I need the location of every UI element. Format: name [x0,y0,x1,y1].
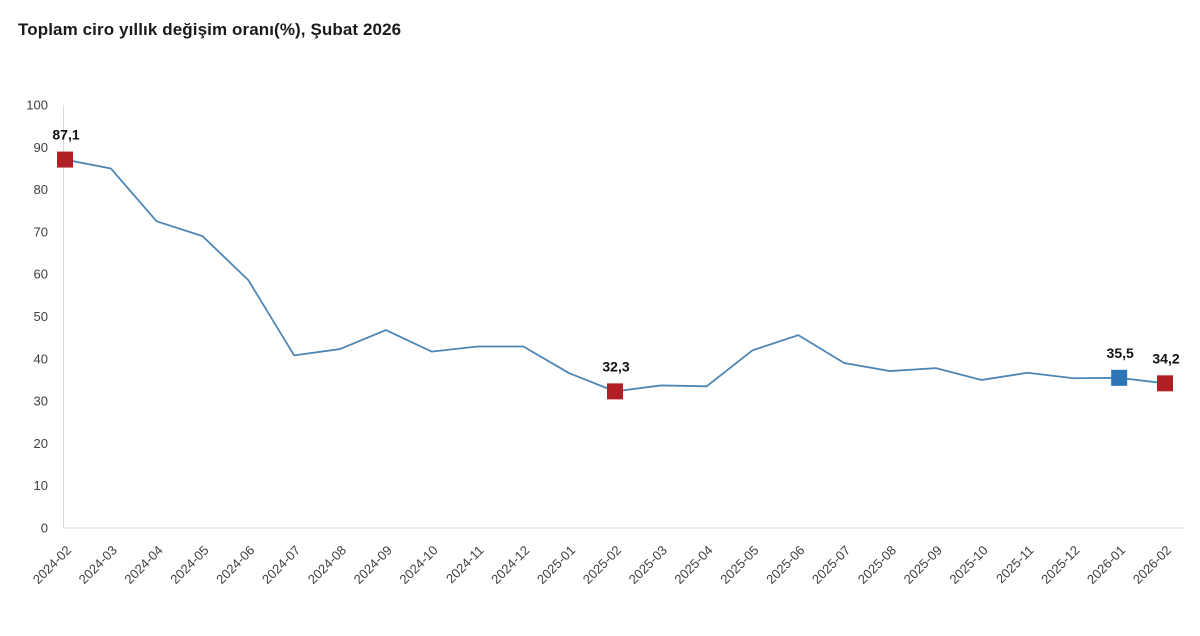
x-tick-label: 2024-05 [167,543,211,587]
data-point-label-2026-01: 35,5 [1107,345,1134,361]
x-tick-label: 2025-01 [534,543,578,587]
y-tick-label: 10 [34,478,48,493]
data-point-marker-2026-02 [1157,375,1173,392]
y-tick-label: 90 [34,140,48,155]
y-tick-label: 100 [26,98,48,113]
data-point-label-2024-02: 87,1 [52,127,79,143]
x-tick-label: 2024-02 [30,543,74,587]
x-tick-label: 2026-01 [1084,543,1128,587]
y-tick-label: 0 [41,521,48,536]
x-tick-label: 2024-11 [443,543,487,587]
y-tick-label: 40 [34,351,48,366]
x-tick-label: 2024-09 [351,543,395,587]
chart-title: Toplam ciro yıllık değişim oranı(%), Şub… [18,20,402,39]
x-tick-label: 2025-04 [671,543,715,587]
x-tick-label: 2025-02 [580,543,624,587]
y-tick-label: 60 [34,267,48,282]
x-tick-label: 2024-06 [213,543,257,587]
y-tick-label: 50 [34,309,48,324]
trend-line [64,158,1166,393]
x-tick-label: 2025-06 [763,543,807,587]
y-tick-label: 80 [34,182,48,197]
x-tick-label: 2025-08 [855,543,899,587]
x-tick-label: 2025-11 [993,543,1037,587]
x-tick-label: 2025-10 [946,543,990,587]
x-tick-label: 2024-12 [488,543,532,587]
y-tick-label: 70 [34,224,48,239]
data-point-marker-2026-01 [1111,369,1128,386]
x-tick-label: 2024-04 [121,543,165,587]
data-point-marker-2025-02 [607,383,623,400]
x-tick-label: 2024-07 [259,543,303,587]
y-tick-label: 20 [34,436,48,451]
x-tick-label: 2024-10 [396,543,440,587]
data-point-label-2025-02: 32,3 [602,358,629,374]
x-tick-label: 2025-05 [717,543,761,587]
x-tick-label: 2024-08 [305,543,349,587]
data-point-label-2026-02: 34,2 [1152,350,1179,366]
x-tick-label: 2025-03 [626,543,670,587]
x-tick-label: 2025-09 [901,543,945,587]
x-tick-label: 2025-12 [1038,543,1082,587]
x-tick-label: 2026-02 [1130,543,1174,587]
y-tick-label: 30 [34,394,48,409]
x-tick-label: 2025-07 [809,543,853,587]
data-point-marker-2024-02 [57,151,73,168]
x-tick-label: 2024-03 [76,543,120,587]
